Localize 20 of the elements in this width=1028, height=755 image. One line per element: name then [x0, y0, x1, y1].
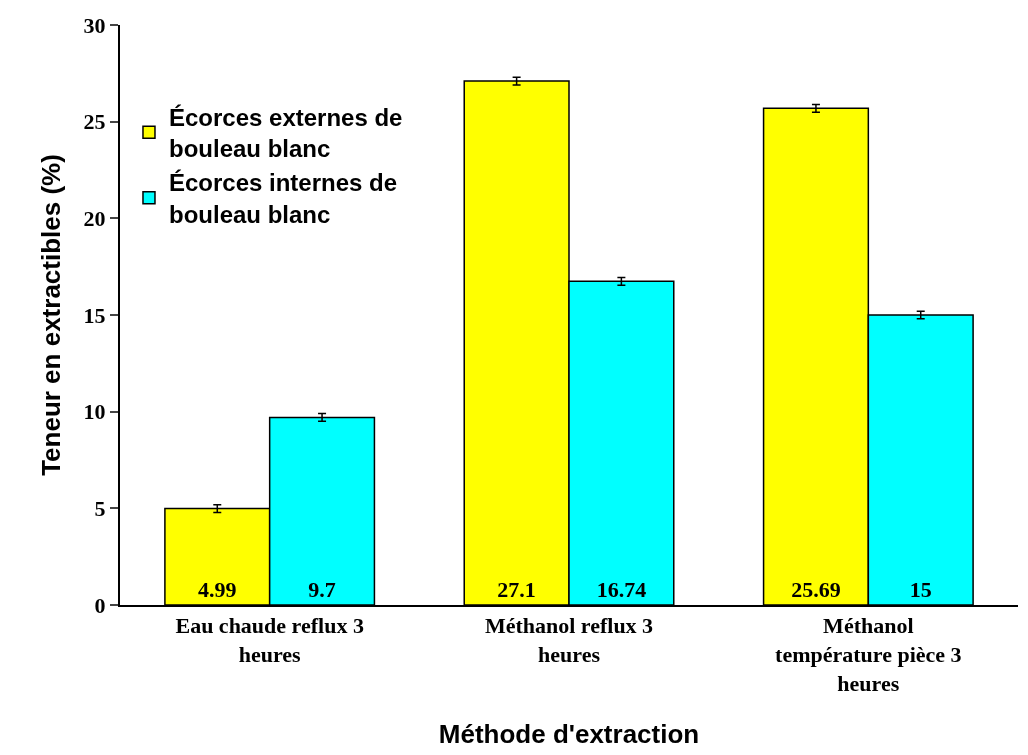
y-tick-label: 0: [94, 592, 106, 618]
y-axis-title: Teneur en extractibles (%): [36, 154, 67, 476]
data-label: 4.99: [198, 577, 237, 602]
data-label: 16.74: [596, 577, 647, 602]
y-tick-label: 10: [83, 399, 106, 425]
data-label: 9.7: [308, 577, 336, 602]
x-tick-label: Eau chaude reflux 3 heures: [175, 613, 364, 667]
y-tick-label: 30: [83, 12, 106, 38]
legend-label: Écorces internes de bouleau blanc: [168, 169, 398, 228]
data-label: 27.1: [497, 577, 536, 602]
y-tick-label: 25: [83, 109, 106, 135]
x-axis-title: Méthode d'extraction: [438, 718, 700, 749]
y-tick-label: 20: [83, 206, 106, 232]
y-tick-label: 5: [94, 496, 106, 522]
x-tick-label: Méthanol température pièce 3 heures: [775, 613, 962, 696]
x-tick-label: Méthanol reflux 3 heures: [484, 613, 654, 667]
data-label: 15: [909, 577, 932, 602]
legend-label: Écorces externes de bouleau blanc: [168, 104, 403, 163]
y-tick-label: 15: [83, 302, 106, 328]
data-label: 25.69: [791, 577, 841, 602]
